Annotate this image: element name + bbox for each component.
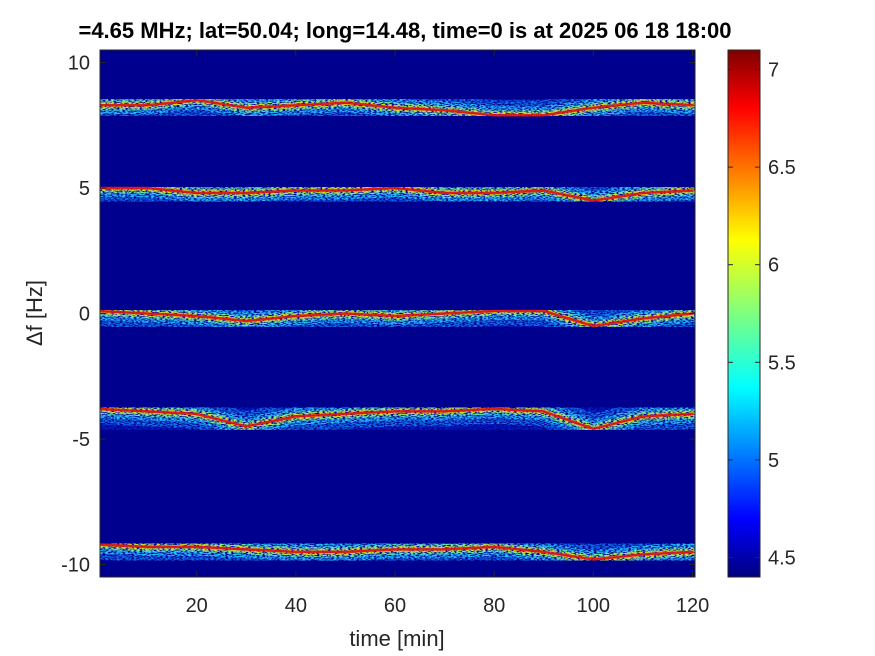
x-axis: 20 40 60 80 100 120 [186, 50, 709, 617]
colorbar-tick-label: 4.5 [768, 547, 796, 569]
trace-layer [100, 77, 695, 577]
x-tick-label: 100 [577, 595, 610, 617]
trace-band-2-layer-5 [100, 309, 694, 328]
colorbar [727, 49, 761, 578]
x-tick-label: 60 [384, 595, 406, 617]
y-tick-label: -10 [61, 554, 90, 576]
colorbar-tick-label: 6 [768, 255, 779, 277]
colorbar-tick-label: 7 [768, 60, 779, 82]
y-axis: -10 -5 0 5 10 [61, 53, 695, 576]
colorbar-tick-label: 5.5 [768, 352, 796, 374]
y-tick-label: 10 [68, 53, 90, 75]
y-axis-label: Δf [Hz] [22, 280, 47, 346]
y-tick-label: -5 [72, 429, 90, 451]
colorbar-tick-label: 5 [768, 450, 779, 472]
y-tick-label: 5 [79, 178, 90, 200]
x-axis-label: time [min] [349, 626, 444, 651]
chart-title: =4.65 MHz; lat=50.04; long=14.48, time=0… [78, 18, 731, 43]
colorbar-tick-label: 6.5 [768, 157, 796, 179]
x-tick-label: 120 [676, 595, 709, 617]
trace-band-3-layer-5 [100, 407, 694, 431]
colorbar-axis: 4.5 5 5.5 6 6.5 7 [728, 60, 796, 569]
y-tick-label: 0 [79, 304, 90, 326]
trace-band-0-layer-5 [100, 98, 694, 117]
trace-band-4-layer-5 [100, 543, 694, 561]
trace-band-1-layer-5 [100, 186, 694, 202]
x-tick-label: 20 [186, 595, 208, 617]
x-tick-label: 40 [285, 595, 307, 617]
x-tick-label: 80 [483, 595, 505, 617]
